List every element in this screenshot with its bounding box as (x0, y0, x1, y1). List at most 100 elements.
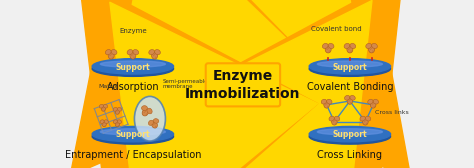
FancyBboxPatch shape (206, 63, 280, 106)
Ellipse shape (102, 108, 103, 109)
Ellipse shape (317, 129, 383, 135)
Ellipse shape (309, 59, 391, 74)
Ellipse shape (328, 48, 329, 49)
Text: Support: Support (116, 130, 150, 139)
Ellipse shape (155, 57, 156, 58)
Ellipse shape (104, 120, 109, 123)
Ellipse shape (153, 124, 154, 125)
Ellipse shape (373, 99, 379, 104)
Ellipse shape (350, 102, 352, 103)
Ellipse shape (108, 52, 114, 59)
Ellipse shape (102, 122, 106, 127)
Ellipse shape (116, 124, 117, 125)
Ellipse shape (335, 123, 336, 124)
Ellipse shape (326, 103, 327, 104)
Ellipse shape (309, 129, 391, 144)
Ellipse shape (130, 52, 136, 59)
Text: Entrapment / Encapsulation: Entrapment / Encapsulation (64, 150, 201, 160)
Ellipse shape (155, 50, 160, 55)
Ellipse shape (92, 61, 173, 76)
Ellipse shape (115, 109, 119, 114)
Text: Enzyme: Enzyme (119, 28, 146, 34)
Ellipse shape (113, 120, 118, 123)
Ellipse shape (309, 61, 391, 76)
Ellipse shape (332, 119, 337, 125)
Ellipse shape (142, 106, 147, 111)
Ellipse shape (328, 50, 330, 52)
Ellipse shape (115, 122, 119, 127)
Ellipse shape (369, 46, 374, 53)
Ellipse shape (321, 99, 327, 104)
Text: Support: Support (116, 63, 150, 72)
Ellipse shape (104, 109, 105, 110)
Ellipse shape (133, 57, 135, 58)
Ellipse shape (368, 99, 373, 104)
Ellipse shape (153, 55, 154, 56)
Ellipse shape (92, 129, 173, 144)
Ellipse shape (147, 108, 152, 114)
Ellipse shape (127, 50, 133, 55)
Ellipse shape (364, 121, 365, 122)
Ellipse shape (142, 109, 148, 116)
Ellipse shape (100, 61, 165, 67)
Text: Semi-permeable
membrane: Semi-permeable membrane (162, 79, 208, 89)
Ellipse shape (327, 99, 332, 104)
Ellipse shape (92, 127, 173, 142)
Ellipse shape (146, 114, 147, 115)
Ellipse shape (325, 46, 331, 53)
Ellipse shape (366, 43, 372, 49)
Ellipse shape (348, 100, 349, 102)
Ellipse shape (365, 116, 371, 121)
Ellipse shape (317, 61, 383, 67)
Ellipse shape (360, 116, 365, 121)
Ellipse shape (155, 126, 156, 127)
Ellipse shape (365, 120, 366, 121)
Ellipse shape (335, 116, 340, 121)
Ellipse shape (101, 106, 106, 111)
Ellipse shape (327, 106, 328, 107)
Ellipse shape (370, 102, 376, 108)
Text: Covalent Bonding: Covalent Bonding (307, 82, 393, 92)
Text: Matrix: Matrix (99, 85, 118, 89)
Ellipse shape (104, 123, 105, 124)
Ellipse shape (350, 43, 356, 49)
Text: Adsorption: Adsorption (107, 82, 159, 92)
Ellipse shape (149, 50, 155, 55)
Ellipse shape (373, 103, 374, 104)
Ellipse shape (154, 54, 155, 55)
Ellipse shape (100, 129, 165, 135)
Ellipse shape (92, 59, 173, 74)
Ellipse shape (104, 125, 105, 126)
Ellipse shape (363, 119, 368, 125)
Ellipse shape (325, 104, 326, 106)
Ellipse shape (118, 108, 121, 111)
Ellipse shape (131, 55, 132, 56)
Ellipse shape (111, 50, 117, 55)
Ellipse shape (110, 54, 112, 55)
Ellipse shape (152, 52, 157, 59)
Ellipse shape (153, 119, 159, 123)
Ellipse shape (349, 99, 350, 101)
Ellipse shape (111, 57, 113, 58)
Text: Covalent bond: Covalent bond (310, 27, 361, 32)
Ellipse shape (334, 120, 335, 121)
Ellipse shape (100, 120, 104, 123)
Ellipse shape (109, 55, 111, 56)
Ellipse shape (329, 116, 334, 121)
Ellipse shape (132, 54, 134, 55)
Ellipse shape (374, 106, 375, 107)
Ellipse shape (348, 49, 349, 50)
Ellipse shape (344, 43, 350, 49)
Ellipse shape (99, 104, 103, 108)
Ellipse shape (117, 111, 118, 112)
Ellipse shape (372, 104, 373, 106)
Ellipse shape (324, 102, 329, 108)
Ellipse shape (372, 43, 377, 49)
Ellipse shape (152, 122, 157, 128)
Ellipse shape (345, 95, 350, 100)
Ellipse shape (327, 49, 328, 50)
Text: Cross links: Cross links (374, 110, 409, 115)
Ellipse shape (133, 50, 139, 55)
Ellipse shape (350, 95, 355, 100)
Ellipse shape (117, 123, 118, 124)
